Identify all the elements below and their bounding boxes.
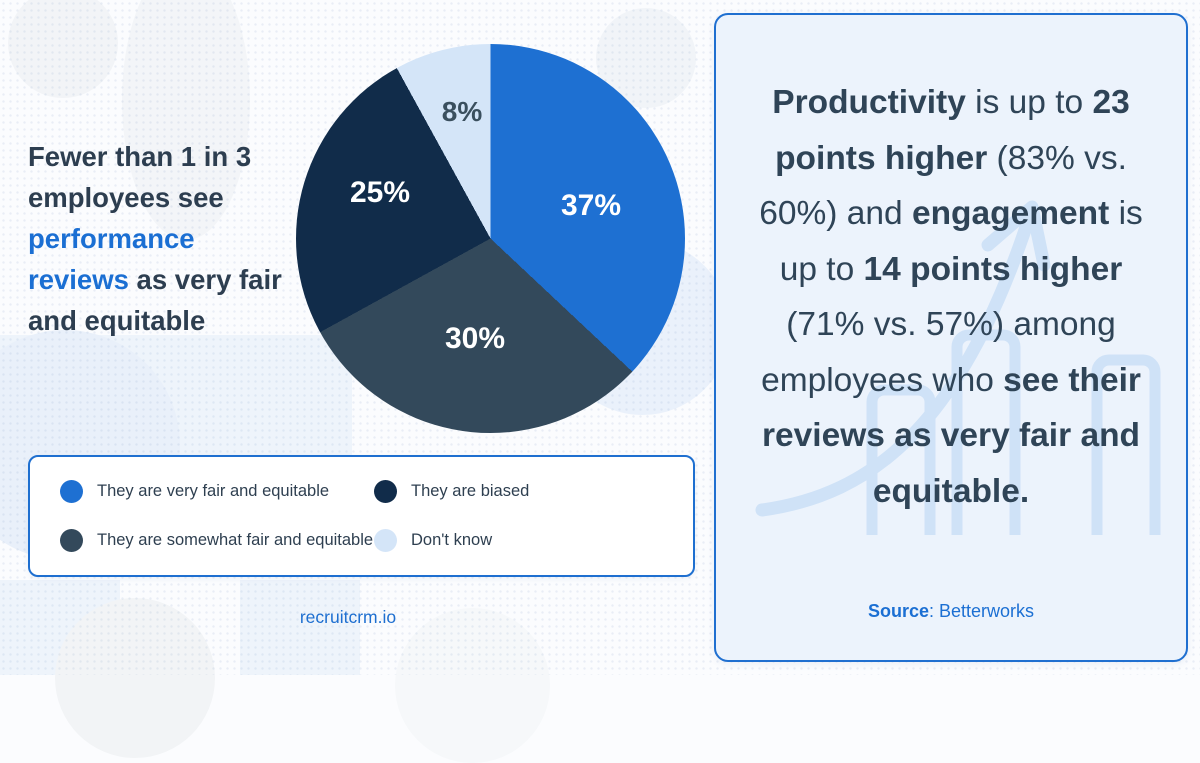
legend-dot-icon xyxy=(374,529,397,552)
legend-item-very-fair: They are very fair and equitable xyxy=(60,480,374,503)
legend-dot-icon xyxy=(60,480,83,503)
legend-item-biased: They are biased xyxy=(374,480,693,503)
recruitcrm-link[interactable]: recruitcrm.io xyxy=(299,607,397,627)
stat-text: Productivity is up to 23 points higher (… xyxy=(759,84,1143,510)
legend-label: They are somewhat fair and equitable xyxy=(97,531,374,549)
source-label: Source xyxy=(867,601,929,621)
pie-value-label: 30% xyxy=(444,322,506,355)
headline: Fewer than 1 in 3 employees see performa… xyxy=(28,141,282,336)
legend-item-dont-know: Don't know xyxy=(374,529,693,552)
legend-dot-icon xyxy=(374,480,397,503)
stat-panel: Productivity is up to 23 points higher (… xyxy=(714,13,1188,662)
legend-label: Don't know xyxy=(411,531,493,549)
pie-value-label: 25% xyxy=(349,176,411,209)
pie-value-label: 8% xyxy=(441,96,483,127)
legend-label: They are biased xyxy=(411,482,530,500)
pie-chart: 37% 30% 25% 8% xyxy=(296,44,685,433)
pie-value-label: 37% xyxy=(560,189,622,222)
source-value[interactable]: : Betterworks xyxy=(929,601,1035,621)
bg-circle xyxy=(395,608,550,763)
chart-legend: They are very fair and equitable They ar… xyxy=(28,455,695,577)
pie-graphic xyxy=(296,44,685,433)
bg-circle xyxy=(8,0,118,98)
source-line: Source: Betterworks xyxy=(868,601,1034,622)
bar-chart-watermark-icon xyxy=(755,200,1161,535)
legend-item-somewhat-fair: They are somewhat fair and equitable xyxy=(60,529,374,552)
legend-label: They are very fair and equitable xyxy=(97,482,330,500)
legend-dot-icon xyxy=(60,529,83,552)
